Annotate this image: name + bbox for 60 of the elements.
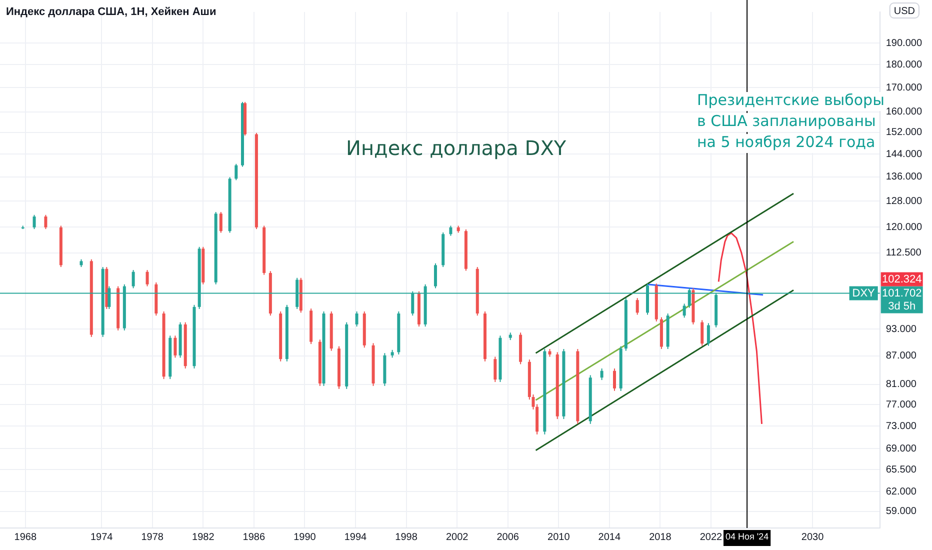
- y-tick-label: 69.000: [886, 443, 917, 454]
- x-tick-label: 1994: [344, 532, 368, 543]
- text: 3d 5h: [888, 300, 916, 312]
- x-tick-label: 1998: [395, 532, 418, 543]
- annotation: Индекс доллара DXY: [346, 136, 567, 160]
- candlestick: [234, 163, 238, 181]
- candlestick: [494, 356, 497, 382]
- x-tick-label: 1990: [294, 532, 316, 543]
- y-tick-label: 112.500: [886, 248, 922, 259]
- x-tick-label: 1974: [90, 532, 114, 543]
- candlestick: [449, 225, 452, 236]
- candlestick: [682, 303, 686, 318]
- y-tick-label: 65.500: [886, 464, 917, 476]
- annotation: Президентские выборы в США запланированы на 5 ноября 2024 года: [697, 90, 884, 151]
- candlestick: [174, 335, 177, 358]
- x-tick-label: 2030: [801, 532, 824, 543]
- y-tick-label: 93.000: [886, 324, 917, 335]
- x-tick-label: 1968: [14, 532, 37, 543]
- candlestick: [355, 310, 358, 328]
- candlestick: [146, 269, 149, 287]
- x-tick-label: 2002: [446, 532, 469, 543]
- x-tick-label: 2022: [700, 532, 723, 543]
- candlestick: [132, 269, 135, 289]
- y-tick-label: 160.000: [886, 106, 922, 118]
- text: 102.324: [882, 273, 922, 286]
- candlestick: [219, 211, 222, 234]
- text: USD: [894, 6, 915, 17]
- y-tick-label: 144.000: [886, 148, 922, 160]
- y-tick-label: 136.000: [886, 172, 922, 183]
- y-tick-label: 62.000: [886, 486, 917, 498]
- ref-line-label: 101.702: [882, 287, 922, 300]
- y-tick-label: 81.000: [886, 379, 917, 390]
- x-tick-label: 2014: [598, 532, 621, 543]
- x-tick-label: 2006: [496, 532, 520, 543]
- chart-title: Индекс доллара США, 1H, Хейкен Аши: [6, 6, 216, 18]
- candlestick: [706, 322, 710, 346]
- x-tick-label: 2010: [548, 532, 570, 543]
- x-tick-label: 1978: [141, 532, 164, 543]
- x-tick-label: 2018: [649, 532, 672, 543]
- candlestick: [700, 320, 704, 346]
- candlestick: [636, 298, 639, 316]
- candlestick: [44, 214, 48, 230]
- y-tick-label: 87.000: [886, 350, 917, 362]
- annotation: DXY: [852, 287, 876, 300]
- y-tick-label: 152.000: [886, 127, 922, 138]
- candlestick: [600, 368, 604, 381]
- candlestick: [613, 368, 616, 392]
- ref-line-label: 04 Ноя '24: [725, 531, 769, 542]
- candlestick: [434, 262, 437, 289]
- x-tick-label: 1982: [192, 532, 215, 543]
- y-tick-label: 128.000: [886, 196, 922, 207]
- y-tick-label: 73.000: [886, 420, 917, 432]
- y-tick-label: 120.000: [886, 222, 922, 233]
- y-tick-label: 59.000: [886, 506, 917, 518]
- y-tick-label: 77.000: [886, 399, 917, 410]
- candlestick: [32, 214, 36, 230]
- y-tick-label: 190.000: [886, 38, 922, 49]
- x-tick-label: 1986: [242, 532, 266, 543]
- y-tick-label: 180.000: [886, 59, 922, 70]
- y-tick-label: 170.000: [886, 82, 922, 94]
